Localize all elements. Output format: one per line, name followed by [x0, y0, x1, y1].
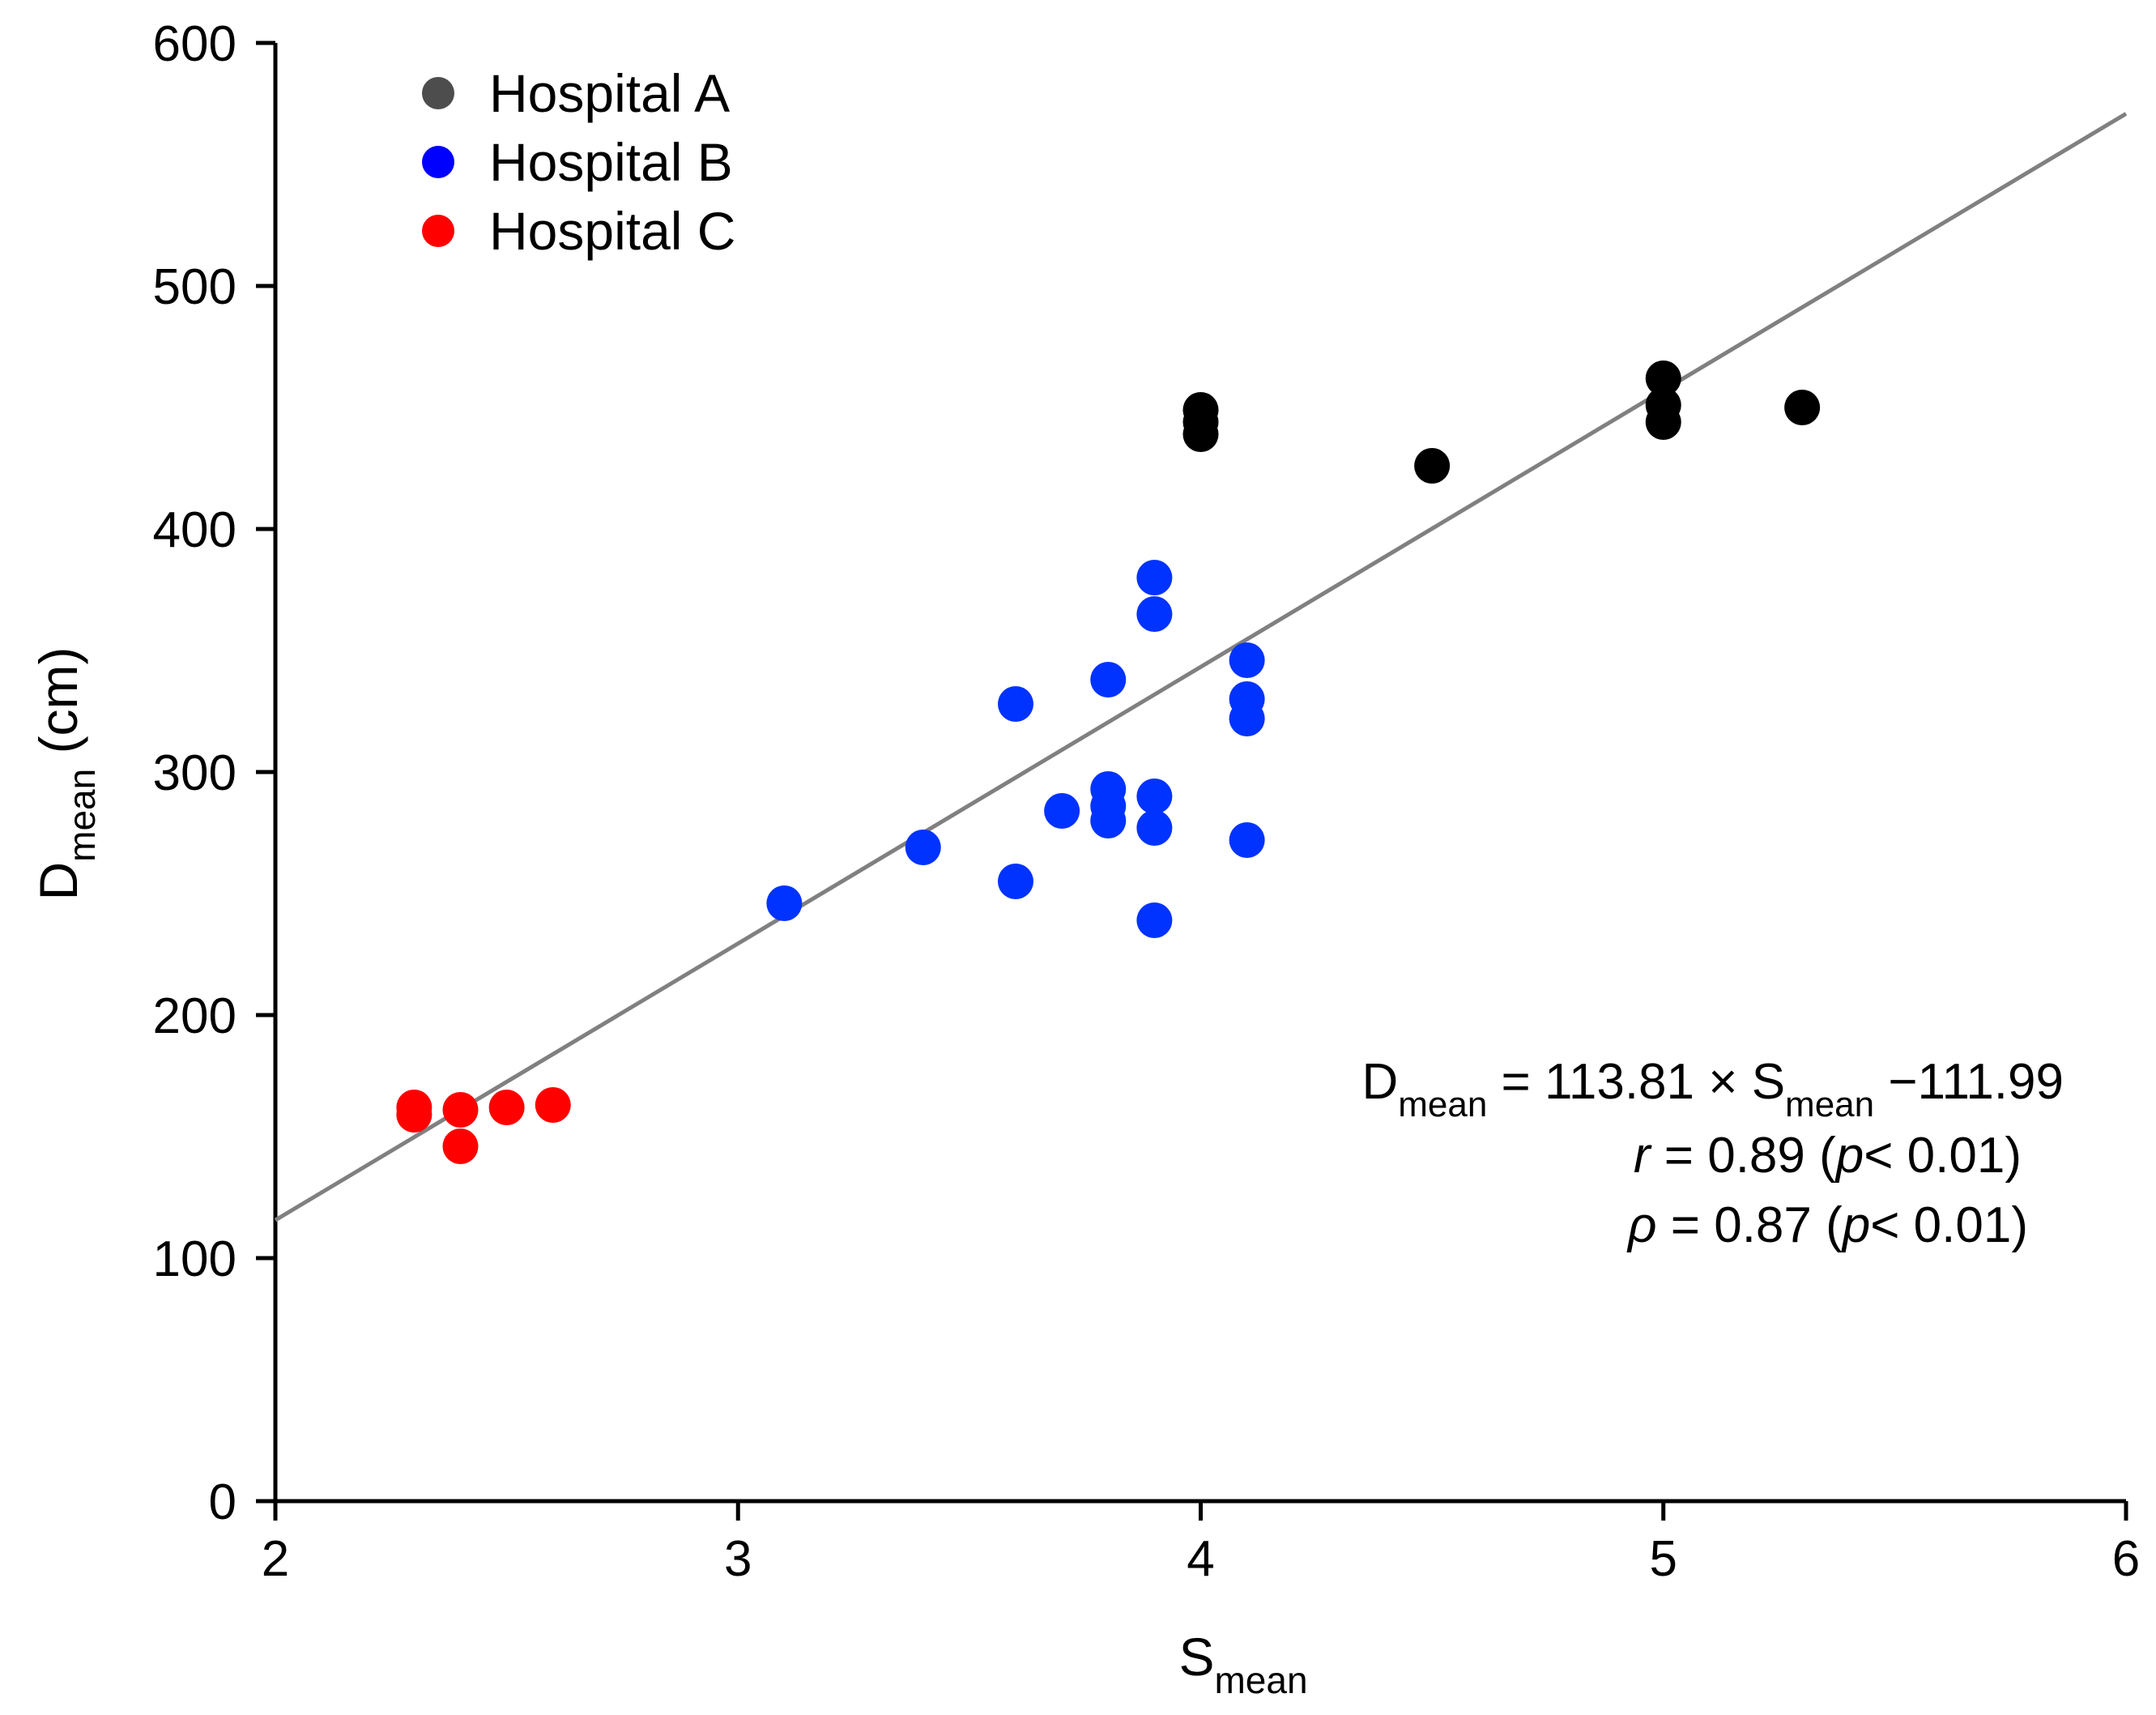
- legend: Hospital A Hospital B Hospital C: [422, 63, 735, 261]
- data-point: [1645, 404, 1681, 440]
- pearson-r: r = 0.89 (p< 0.01): [1634, 1128, 2022, 1184]
- x-tick-label: 2: [262, 1531, 289, 1587]
- data-point: [766, 885, 803, 921]
- y-axis-title: Dmean (cm): [28, 646, 103, 900]
- data-point: [1090, 662, 1127, 698]
- data-point: [1645, 360, 1681, 396]
- series-hospital-b: [766, 560, 1265, 938]
- axes: 2 3 4 5 6 0 100 200 300 400 500 600: [153, 16, 2141, 1587]
- data-point: [998, 864, 1033, 899]
- data-point: [998, 686, 1033, 722]
- regression-annotation: Dmean = 113.81 × Smean −111.99 r = 0.89 …: [1361, 1054, 2064, 1253]
- data-point: [1136, 560, 1173, 595]
- x-tick-label: 4: [1187, 1531, 1214, 1587]
- data-point: [1136, 596, 1173, 632]
- data-point: [1229, 642, 1265, 678]
- y-tick-label: 100: [153, 1231, 236, 1287]
- series-hospital-c: [396, 1087, 571, 1164]
- data-point: [1136, 810, 1173, 846]
- legend-label: Hospital B: [489, 132, 733, 192]
- data-point: [1414, 448, 1451, 484]
- legend-marker: [422, 77, 454, 109]
- spearman-rho: ρ = 0.87 (p< 0.01): [1626, 1197, 2028, 1253]
- data-points: [396, 360, 1821, 1164]
- data-point: [535, 1087, 571, 1123]
- data-point: [1784, 390, 1821, 425]
- fit-line-group: [274, 112, 2128, 1222]
- regression-line: [274, 112, 2128, 1222]
- data-point: [1044, 793, 1080, 829]
- data-point: [1182, 416, 1219, 452]
- data-point: [1229, 701, 1265, 736]
- legend-label: Hospital C: [489, 201, 735, 261]
- y-tick-label: 500: [153, 259, 236, 315]
- y-tick-label: 300: [153, 745, 236, 801]
- data-point: [1229, 822, 1265, 858]
- data-point: [442, 1092, 479, 1128]
- x-axis-title: Smean: [1178, 1627, 1307, 1701]
- data-point: [905, 830, 941, 865]
- x-tick-label: 6: [2112, 1531, 2140, 1587]
- regression-equation: Dmean = 113.81 × Smean −111.99: [1361, 1054, 2064, 1124]
- data-point: [396, 1097, 432, 1133]
- data-point: [1136, 779, 1173, 814]
- y-tick-label: 600: [153, 16, 236, 72]
- data-point: [488, 1090, 525, 1125]
- x-tick-label: 3: [724, 1531, 752, 1587]
- data-point: [442, 1128, 479, 1164]
- data-point: [1136, 902, 1173, 938]
- legend-marker: [422, 146, 454, 178]
- x-tick-label: 5: [1650, 1531, 1677, 1587]
- y-tick-label: 400: [153, 502, 236, 558]
- y-tick-label: 200: [153, 988, 236, 1044]
- legend-label: Hospital A: [489, 63, 730, 123]
- legend-marker: [422, 215, 454, 247]
- data-point: [1090, 803, 1127, 838]
- y-tick-label: 0: [209, 1474, 236, 1530]
- series-hospital-a: [1182, 360, 1821, 484]
